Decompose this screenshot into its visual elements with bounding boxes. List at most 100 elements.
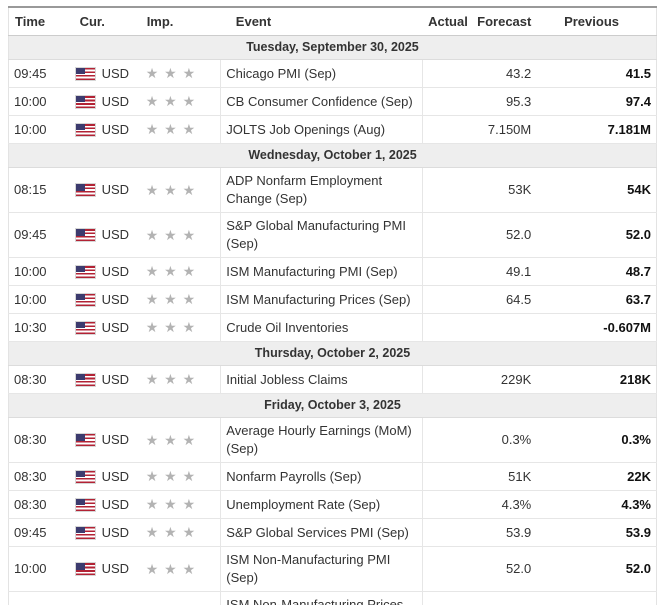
forecast-value: 53.9 (471, 518, 537, 547)
event-time: 10:00 (8, 257, 71, 286)
table-row[interactable]: 08:15 USD ★ ★ ★ ADP Nonfarm Employment C… (8, 167, 657, 213)
previous-value: 63.7 (536, 285, 657, 314)
event-name[interactable]: Nonfarm Payrolls (Sep) (220, 462, 423, 491)
actual-value (422, 518, 472, 547)
event-name[interactable]: ISM Non-Manufacturing PMI (Sep) (220, 546, 423, 592)
forecast-value: 51K (471, 462, 537, 491)
table-row[interactable]: 08:30 USD ★ ★ ★ Nonfarm Payrolls (Sep) 5… (8, 462, 657, 491)
date-header-label: Wednesday, October 1, 2025 (8, 143, 657, 168)
table-row[interactable]: 09:45 USD ★ ★ ★ Chicago PMI (Sep) 43.2 4… (8, 59, 657, 88)
us-flag-icon (75, 293, 95, 306)
importance-stars-icon: ★ ★ ★ (145, 181, 197, 198)
currency-label: USD (101, 319, 130, 335)
us-flag-icon (75, 265, 95, 278)
importance-stars-icon: ★ ★ ★ (145, 496, 197, 512)
currency-label: USD (101, 227, 130, 242)
event-time: 08:30 (8, 490, 71, 519)
table-row[interactable]: 10:00 USD ★ ★ ★ ISM Non-Manufacturing Pr… (8, 591, 657, 605)
event-name[interactable]: JOLTS Job Openings (Aug) (220, 115, 423, 144)
previous-value: 53.9 (536, 518, 657, 547)
event-name[interactable]: S&P Global Manufacturing PMI (Sep) (220, 212, 423, 258)
currency-cell: USD (70, 167, 141, 213)
us-flag-icon (75, 123, 95, 136)
actual-value (422, 87, 472, 116)
forecast-value: 52.0 (471, 546, 537, 592)
forecast-value (471, 591, 537, 605)
table-row[interactable]: 10:00 USD ★ ★ ★ ISM Manufacturing Prices… (8, 285, 657, 314)
date-header-label: Thursday, October 2, 2025 (8, 341, 657, 366)
event-time: 08:30 (8, 417, 71, 463)
importance-cell: ★ ★ ★ (140, 167, 221, 213)
currency-cell: USD (70, 212, 141, 258)
importance-stars-icon: ★ ★ ★ (145, 263, 197, 279)
importance-stars-icon: ★ ★ ★ (145, 319, 197, 335)
us-flag-icon (75, 184, 95, 196)
date-header-row: Wednesday, October 1, 2025 (8, 143, 657, 168)
event-name[interactable]: Initial Jobless Claims (220, 365, 423, 394)
us-flag-icon (75, 95, 95, 108)
us-flag-icon (75, 498, 95, 511)
importance-cell: ★ ★ ★ (140, 591, 221, 605)
importance-stars-icon: ★ ★ ★ (145, 226, 197, 243)
table-row[interactable]: 09:45 USD ★ ★ ★ S&P Global Services PMI … (8, 518, 657, 547)
column-header-forecast: Forecast (471, 7, 537, 36)
currency-cell: USD (70, 59, 141, 88)
currency-label: USD (101, 291, 130, 307)
actual-value (422, 591, 472, 605)
importance-stars-icon: ★ ★ ★ (145, 468, 197, 484)
currency-cell: USD (70, 365, 141, 394)
currency-cell: USD (70, 87, 141, 116)
importance-cell: ★ ★ ★ (140, 417, 221, 463)
event-name[interactable]: Average Hourly Earnings (MoM) (Sep) (220, 417, 423, 463)
currency-cell: USD (70, 257, 141, 286)
currency-cell: USD (70, 546, 141, 592)
date-header-row: Tuesday, September 30, 2025 (8, 35, 657, 60)
actual-value (422, 285, 472, 314)
event-name[interactable]: Chicago PMI (Sep) (220, 59, 423, 88)
event-time: 08:30 (8, 365, 71, 394)
table-row[interactable]: 08:30 USD ★ ★ ★ Initial Jobless Claims 2… (8, 365, 657, 394)
event-name[interactable]: ADP Nonfarm Employment Change (Sep) (220, 167, 423, 213)
column-header-event: Event (220, 7, 423, 36)
column-header-row: Time Cur. Imp. Event Actual Forecast Pre… (8, 7, 657, 36)
table-row[interactable]: 10:00 USD ★ ★ ★ CB Consumer Confidence (… (8, 87, 657, 116)
date-header-row: Friday, October 3, 2025 (8, 393, 657, 418)
importance-cell: ★ ★ ★ (140, 115, 221, 144)
previous-value: 4.3% (536, 490, 657, 519)
us-flag-icon (75, 229, 95, 241)
us-flag-icon (75, 470, 95, 483)
importance-cell: ★ ★ ★ (140, 313, 221, 342)
currency-label: USD (101, 121, 130, 137)
actual-value (422, 365, 472, 394)
previous-value: 48.7 (536, 257, 657, 286)
table-row[interactable]: 10:00 USD ★ ★ ★ ISM Manufacturing PMI (S… (8, 257, 657, 286)
previous-value: 22K (536, 462, 657, 491)
event-name[interactable]: ISM Manufacturing PMI (Sep) (220, 257, 423, 286)
previous-value: 97.4 (536, 87, 657, 116)
event-name[interactable]: CB Consumer Confidence (Sep) (220, 87, 423, 116)
forecast-value: 7.150M (471, 115, 537, 144)
table-row[interactable]: 10:00 USD ★ ★ ★ ISM Non-Manufacturing PM… (8, 546, 657, 592)
event-name[interactable]: ISM Manufacturing Prices (Sep) (220, 285, 423, 314)
economic-calendar-table: Time Cur. Imp. Event Actual Forecast Pre… (8, 6, 657, 605)
table-row[interactable]: 08:30 USD ★ ★ ★ Unemployment Rate (Sep) … (8, 490, 657, 519)
currency-label: USD (101, 65, 130, 81)
event-name[interactable]: Crude Oil Inventories (220, 313, 423, 342)
event-name[interactable]: S&P Global Services PMI (Sep) (220, 518, 423, 547)
forecast-value: 53K (471, 167, 537, 213)
forecast-value: 229K (471, 365, 537, 394)
actual-value (422, 212, 472, 258)
us-flag-icon (75, 67, 95, 80)
currency-cell: USD (70, 518, 141, 547)
actual-value (422, 167, 472, 213)
importance-cell: ★ ★ ★ (140, 365, 221, 394)
currency-cell: USD (70, 591, 141, 605)
table-row[interactable]: 10:30 USD ★ ★ ★ Crude Oil Inventories -0… (8, 313, 657, 342)
forecast-value: 64.5 (471, 285, 537, 314)
table-row[interactable]: 09:45 USD ★ ★ ★ S&P Global Manufacturing… (8, 212, 657, 258)
table-row[interactable]: 10:00 USD ★ ★ ★ JOLTS Job Openings (Aug)… (8, 115, 657, 144)
currency-label: USD (101, 496, 130, 512)
table-row[interactable]: 08:30 USD ★ ★ ★ Average Hourly Earnings … (8, 417, 657, 463)
event-name[interactable]: ISM Non-Manufacturing Prices (Sep) (220, 591, 423, 605)
event-name[interactable]: Unemployment Rate (Sep) (220, 490, 423, 519)
